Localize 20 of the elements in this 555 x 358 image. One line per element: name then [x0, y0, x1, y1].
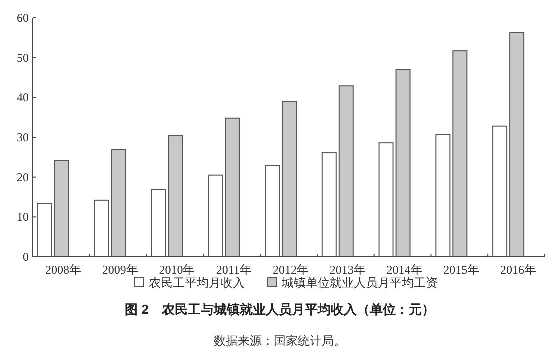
y-tick-label: 40 [17, 90, 29, 105]
x-tick-label: 2008年 [45, 263, 82, 277]
source-note: 数据来源：国家统计局。 [214, 334, 346, 348]
y-tick-label: 60 [17, 11, 29, 25]
y-tick-label: 50 [17, 50, 29, 65]
x-tick-label: 2009年 [102, 263, 138, 277]
x-tick-label: 2012年 [273, 263, 309, 277]
y-tick-label: 10 [17, 210, 29, 224]
y-tick-label: 0 [23, 250, 29, 264]
y-tick-label: 30 [17, 130, 29, 144]
x-tick-label: 2015年 [444, 263, 480, 277]
text: 图 2 农民工与城镇就业人员月平均收入（单位：元） [125, 302, 435, 317]
x-tick-label: 2011年 [216, 263, 252, 277]
legend-label: 农民工平均月收入 [149, 276, 245, 290]
y-tick-label: 20 [17, 170, 29, 184]
legend-label: 城镇单位就业人员月平均工资 [281, 276, 438, 290]
x-tick-label: 2014年 [386, 263, 423, 277]
x-tick-label: 2016年 [500, 263, 537, 277]
x-tick-label: 2010年 [159, 263, 196, 277]
x-tick-label: 2013年 [330, 263, 366, 277]
